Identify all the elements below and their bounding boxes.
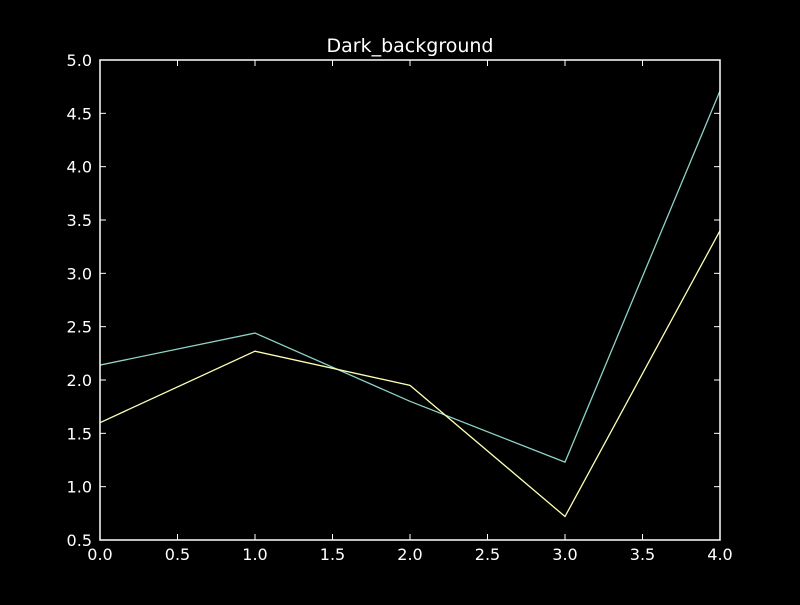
x-tick-label: 0.5 bbox=[165, 545, 190, 564]
x-tick-label: 4.0 bbox=[707, 545, 732, 564]
chart-title: Dark_background bbox=[327, 35, 494, 57]
x-tick-label: 1.0 bbox=[242, 545, 267, 564]
axes: 0.0 0.5 1.0 1.5 2.0 2.5 3.0 3.5 4.00.51.01.52.02… bbox=[67, 51, 733, 564]
y-tick-label: 4.5 bbox=[67, 104, 92, 123]
y-tick-label: 2.0 bbox=[67, 371, 92, 390]
x-tick-label: 3.0 bbox=[552, 545, 577, 564]
x-tick-label: 2.5 bbox=[475, 545, 500, 564]
y-tick-label: 0.5 bbox=[67, 531, 92, 550]
y-tick-label: 4.0 bbox=[67, 158, 92, 177]
y-tick-label: 1.0 bbox=[67, 478, 92, 497]
plot-frame bbox=[99, 59, 721, 541]
series-line-1 bbox=[99, 90, 721, 463]
y-tick-label: 3.5 bbox=[67, 211, 92, 230]
x-tick-label: 3.5 bbox=[630, 545, 655, 564]
y-tick-label: 5.0 bbox=[67, 51, 92, 70]
y-tick-label: 3.0 bbox=[67, 264, 92, 283]
plot-lines bbox=[99, 90, 721, 518]
y-tick-label: 1.5 bbox=[67, 424, 92, 443]
x-tick-label: 1.5 bbox=[320, 545, 345, 564]
x-tick-label: 0.0 bbox=[87, 545, 112, 564]
series-line-2 bbox=[99, 230, 721, 518]
x-tick-label: 2.0 bbox=[397, 545, 422, 564]
y-tick-label: 2.5 bbox=[67, 318, 92, 337]
